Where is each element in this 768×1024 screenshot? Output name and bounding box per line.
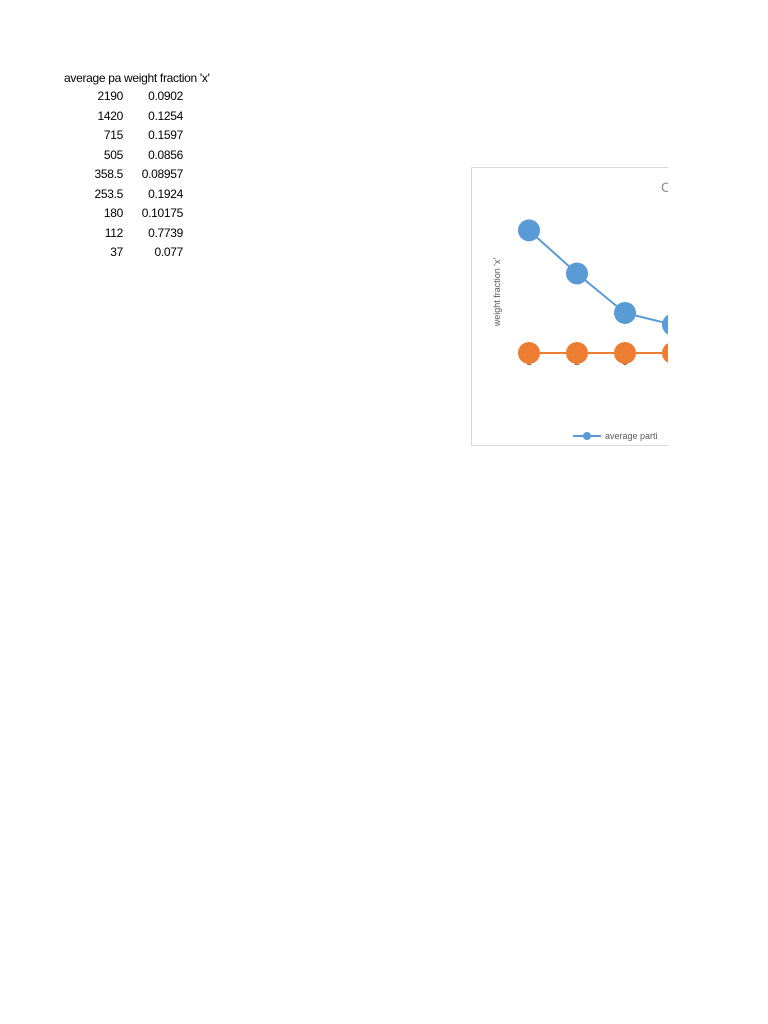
cell: 180 [103,206,123,220]
cell: 1420 [97,108,124,123]
cell: 0.0902 [148,89,183,103]
cell: 0.0856 [148,147,183,162]
cell: 0.1924 [148,186,183,201]
data-point [614,341,636,364]
data-point [614,301,636,324]
legend-marker [583,432,591,440]
legend-label: average parti [605,431,658,441]
cell: 112 [104,225,124,240]
data-point [566,341,588,364]
cell: 0.1254 [148,108,183,123]
header-cell: average pa [64,71,122,85]
cell: 0.10175 [141,206,184,220]
y-axis-title: weight fraction 'x' [492,257,502,327]
chart-frame [471,167,668,446]
data-point [662,343,668,363]
data-point [518,341,540,364]
cell: 0.7739 [148,225,183,240]
header-cell: weight fraction 'x' [124,71,210,85]
cell: 0.08957 [141,167,184,181]
data-point [518,219,540,242]
cell: 0.077 [154,245,183,259]
data-point [662,314,668,335]
series-line [528,229,668,325]
cell: 715 [103,128,123,142]
chart-title: C [661,179,668,195]
cell: 2190 [97,89,124,103]
chart: C weight fraction 'x' 123average parti [471,167,668,446]
cell: 0.1597 [148,128,183,142]
data-point [566,262,588,285]
cell: 253.5 [94,186,123,201]
cell: 37 [110,245,123,259]
cell: 505 [103,147,123,162]
cell: 358.5 [94,167,123,181]
